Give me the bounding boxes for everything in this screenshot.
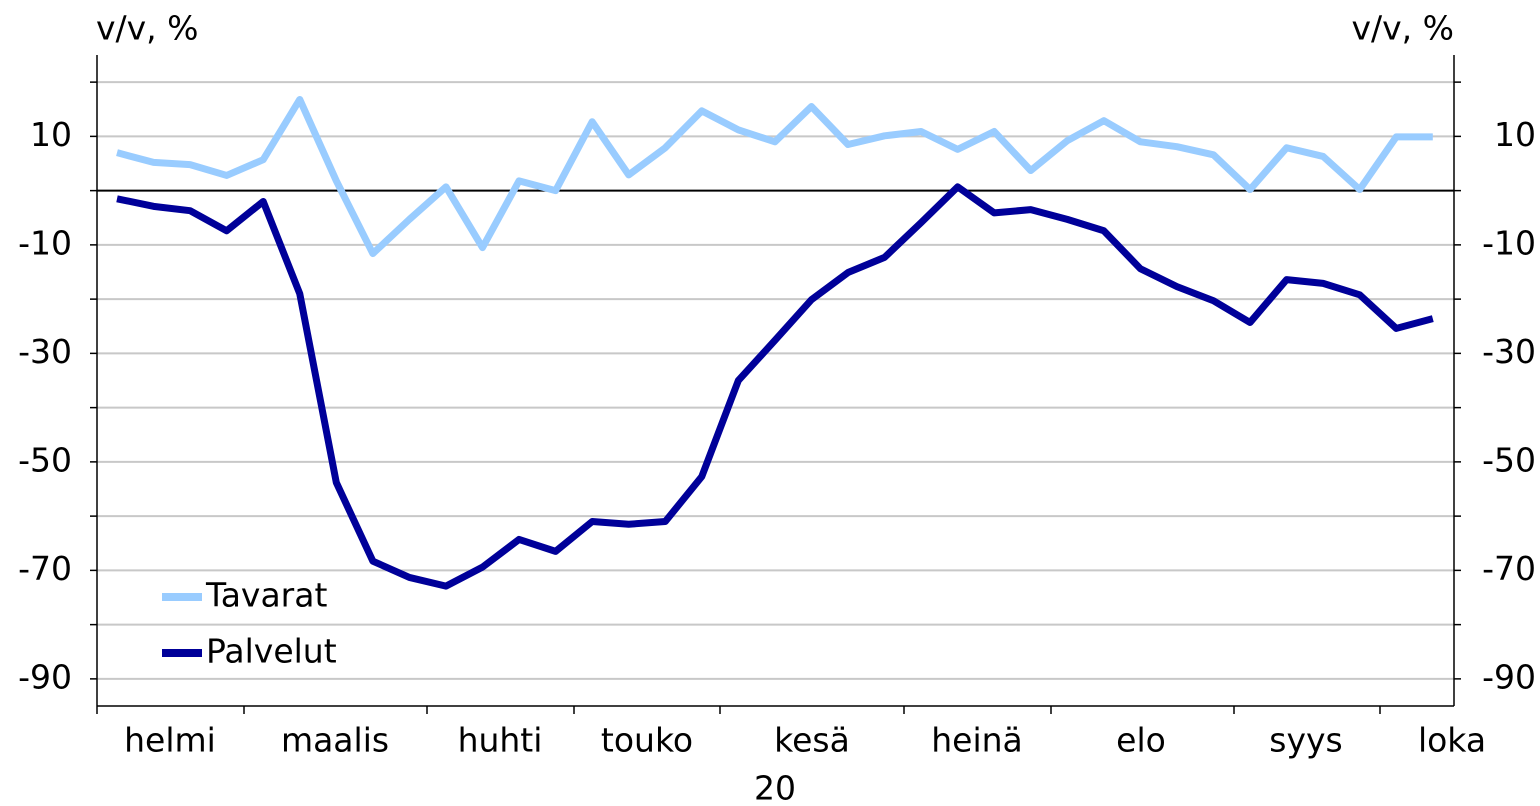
x-tick-label: touko <box>601 721 693 760</box>
x-tick-label: elo <box>1116 721 1166 760</box>
y2-tick-label: -90 <box>1482 657 1536 696</box>
y2-tick-label: -50 <box>1482 440 1536 479</box>
y2-axis-label: v/v, % <box>1351 9 1454 48</box>
line-series <box>116 95 1433 258</box>
x-tick-label: maalis <box>281 721 389 760</box>
x-tick-label: huhti <box>458 721 543 760</box>
y-tick-label: -70 <box>18 549 72 588</box>
x-tick-label: syys <box>1269 721 1342 760</box>
legend-label: Palvelut <box>206 632 337 671</box>
y2-tick-label: -30 <box>1482 332 1536 371</box>
y-tick-label: -10 <box>18 223 72 262</box>
y2-tick-label: -10 <box>1482 223 1536 262</box>
x-group-label: 20 <box>754 769 796 806</box>
y-tick-label: 10 <box>30 115 72 154</box>
y-tick-label: -50 <box>18 440 72 479</box>
y-axis-label: v/v, % <box>96 9 199 48</box>
x-tick-label: helmi <box>124 721 216 760</box>
y-tick-label: -30 <box>18 332 72 371</box>
line-series <box>116 183 1434 590</box>
x-tick-label: loka <box>1418 721 1486 760</box>
x-tick-label: kesä <box>774 721 850 760</box>
y-tick-label: -90 <box>18 657 72 696</box>
y2-tick-label: 10 <box>1494 115 1536 154</box>
x-tick-label: heinä <box>931 721 1023 760</box>
y2-tick-label: -70 <box>1482 549 1536 588</box>
legend-label: Tavarat <box>205 576 327 615</box>
